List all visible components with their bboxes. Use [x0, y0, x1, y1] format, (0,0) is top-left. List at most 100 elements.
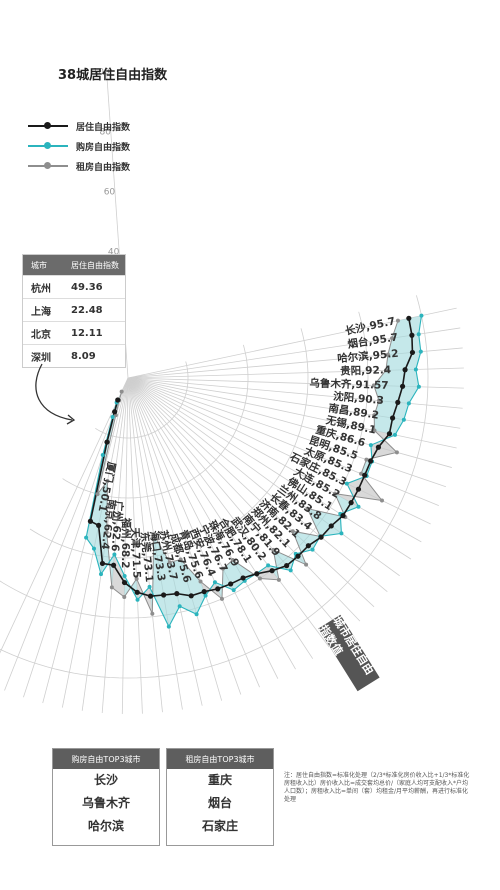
purchase-point — [419, 313, 424, 318]
series-band — [273, 549, 307, 571]
radial-gridline — [95, 361, 189, 439]
category-label: 天津,71.5 — [128, 527, 143, 578]
series-band — [214, 568, 234, 599]
category-label: 哈尔滨,95.2 — [337, 347, 399, 365]
purchase-point — [194, 612, 199, 617]
residence-point — [254, 571, 260, 577]
radial-spoke — [127, 377, 163, 713]
category-label: 沈阳,90.3 — [333, 390, 385, 408]
residence-point — [110, 562, 117, 568]
residence-point — [406, 315, 412, 321]
purchase-point — [344, 481, 349, 486]
radial-spoke — [127, 377, 296, 670]
legend-item-purchase: 购房自由指数 — [28, 136, 130, 156]
curved-arrow-icon — [35, 363, 76, 425]
residence-point — [368, 458, 374, 464]
residence-point — [161, 592, 167, 598]
residence-point — [112, 409, 118, 415]
series-band — [292, 531, 313, 565]
residence-point — [188, 593, 194, 599]
legend-item-rent: 租房自由指数 — [28, 156, 130, 176]
radial-gridline — [0, 295, 429, 679]
residence-series-line — [89, 318, 414, 597]
purchase-point — [339, 531, 344, 536]
rent-point — [122, 594, 127, 599]
purchase-point — [231, 588, 236, 593]
radial-spoke — [127, 377, 143, 714]
radial-spoke — [127, 377, 314, 659]
series-band — [169, 559, 197, 615]
rent-point — [95, 492, 100, 497]
series-band — [374, 400, 409, 420]
series-band — [385, 351, 421, 371]
list-item: 烟台 — [207, 796, 232, 810]
category-label: 广州,62.6 — [109, 500, 126, 552]
purchase-point — [356, 504, 361, 509]
list-item: 长沙 — [93, 773, 118, 787]
series-band — [256, 565, 279, 580]
residence-point — [318, 534, 324, 540]
residence-point — [375, 444, 382, 450]
residence-point — [269, 568, 275, 574]
rent-point — [119, 389, 124, 394]
residence-point — [362, 472, 368, 478]
rent-point — [109, 585, 114, 590]
category-label: 贵阳,92.4 — [340, 363, 391, 378]
radial-tick-label: 80 — [100, 128, 112, 138]
residence-point — [96, 522, 102, 529]
purchase-point — [110, 415, 115, 420]
series-band — [180, 559, 206, 615]
purchase-point — [266, 563, 271, 568]
series-band — [374, 415, 404, 435]
radial-spoke — [127, 377, 422, 543]
chart-marks — [84, 313, 424, 629]
series-band — [93, 480, 108, 575]
radial-spoke — [127, 377, 346, 635]
residence-point — [215, 586, 221, 592]
rent-point — [394, 450, 399, 455]
rent-point — [376, 398, 381, 403]
rent-point — [372, 413, 377, 418]
category-label: 福州,68.2 — [119, 517, 133, 569]
series-band — [373, 369, 419, 387]
purchase-point — [135, 597, 140, 602]
purchase-point — [177, 604, 182, 609]
footnote: 注：居住自由指数=标准化处理（2/3*标准化房价收入比+1/3*标准化房租收入比… — [284, 772, 470, 803]
table-row: 深圳 8.09 — [23, 344, 125, 367]
chart-labels: 20406080100长沙,95.7烟台,95.7哈尔滨,95.2贵阳,92.4… — [92, 68, 399, 584]
rent-point — [395, 318, 400, 323]
rent-point — [257, 576, 262, 581]
rent-point — [167, 560, 172, 565]
purchase-point — [98, 572, 103, 577]
rent-top3-header: 租房自由TOP3城市 — [167, 749, 273, 769]
radial-spoke — [42, 377, 129, 704]
rent-point — [230, 558, 235, 563]
residence-point — [295, 553, 301, 559]
residence-point — [174, 591, 180, 597]
rent-point — [276, 577, 281, 582]
radial-spoke — [127, 377, 457, 449]
purchase-point — [416, 332, 421, 337]
residence-point — [240, 575, 246, 581]
radial-spoke — [127, 377, 447, 488]
series-band — [86, 480, 108, 549]
radial-spoke — [127, 377, 223, 701]
series-band — [307, 508, 346, 534]
purchase-point — [413, 367, 418, 372]
purchase-point — [122, 573, 127, 578]
rent-point — [359, 471, 364, 476]
rent-point — [379, 498, 384, 503]
radial-spoke — [127, 377, 260, 688]
residence-point — [348, 500, 354, 506]
radial-spoke — [127, 377, 242, 695]
series-band — [307, 508, 342, 537]
residence-point — [121, 579, 128, 586]
residence-point — [201, 589, 207, 595]
radial-spoke — [4, 377, 129, 691]
rent-point — [105, 478, 110, 483]
radial-tick-label: 60 — [104, 187, 116, 197]
purchase-point — [401, 417, 406, 422]
legend-label: 租房自由指数 — [76, 162, 131, 173]
radial-spoke — [127, 377, 330, 648]
rent-point — [383, 368, 388, 373]
